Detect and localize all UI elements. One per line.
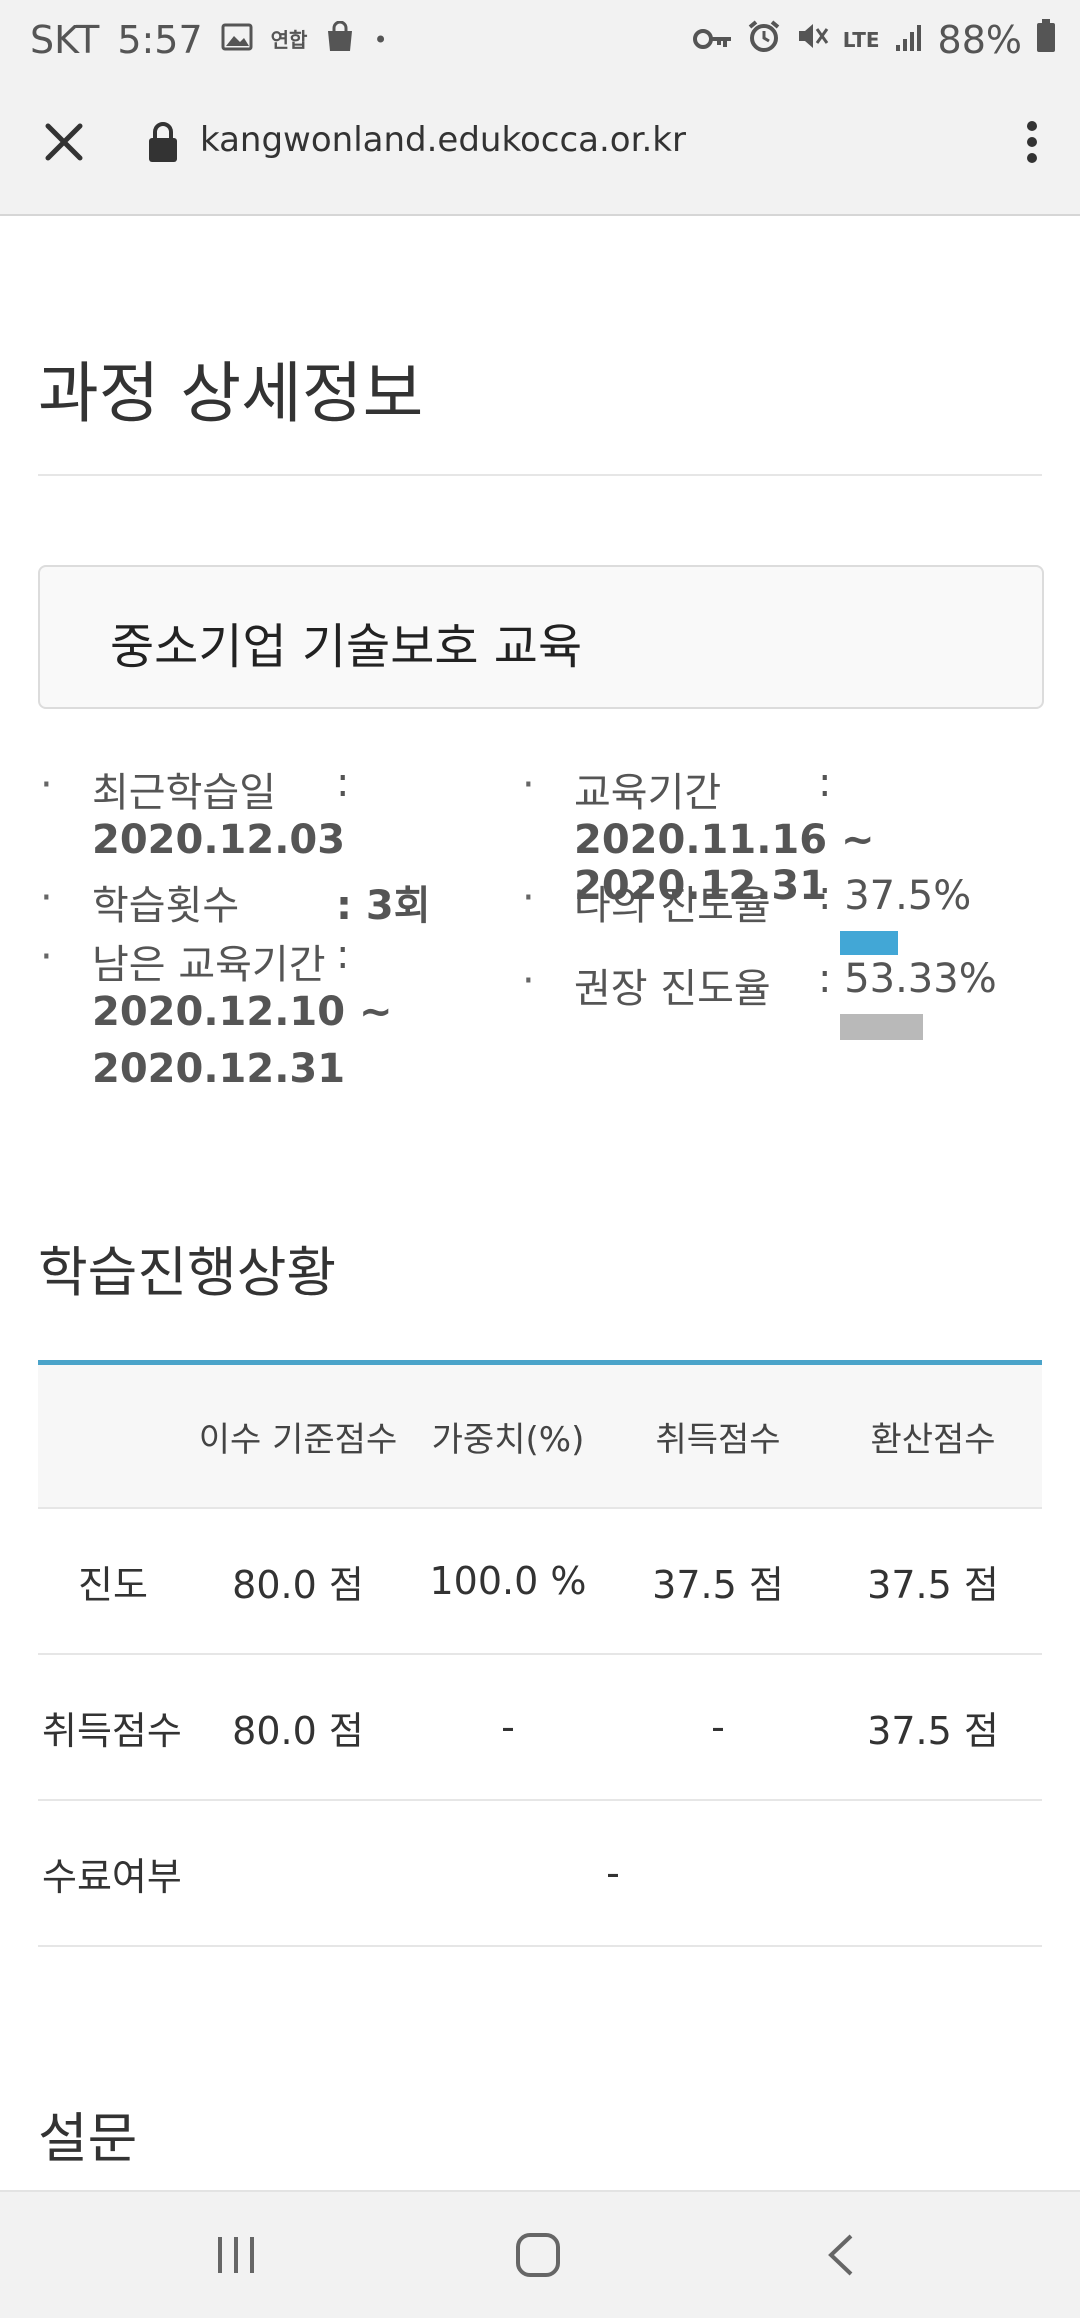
my-progress-bar bbox=[840, 931, 898, 955]
bullet: · bbox=[40, 762, 53, 808]
table-cell: - bbox=[501, 1705, 515, 1749]
recents-icon bbox=[218, 2237, 254, 2273]
table-row: 진도 80.0 점 100.0 % 37.5 점 37.5 점 bbox=[38, 1509, 1042, 1655]
row-label: 취득점수 bbox=[42, 1708, 182, 1753]
title-divider bbox=[38, 474, 1042, 476]
home-icon bbox=[516, 2233, 560, 2277]
carrier-label: SKT bbox=[30, 18, 100, 62]
course-name: 중소기업 기술보호 교육 bbox=[110, 619, 583, 675]
row-label: 진도 bbox=[78, 1562, 148, 1607]
recent-study-value: 2020.12.03 bbox=[92, 817, 346, 863]
row-label: 수료여부 bbox=[42, 1854, 182, 1899]
remaining-period-colon: : bbox=[336, 932, 350, 978]
education-period-colon: : bbox=[818, 760, 832, 806]
study-count-value: : 3회 bbox=[336, 883, 431, 929]
table-row-completion: 수료여부 - bbox=[38, 1801, 1042, 1947]
table-cell: 37.5 점 bbox=[867, 1708, 999, 1753]
recommended-progress-value: : 53.33% bbox=[818, 956, 997, 1002]
status-bar: SKT 5:57 연합 • LTE 88% bbox=[0, 0, 1080, 84]
table-cell: 37.5 점 bbox=[867, 1562, 999, 1607]
completion-value: - bbox=[606, 1851, 620, 1895]
progress-table: 이수 기준점수 가중치(%) 취득점수 환산점수 진도 80.0 점 100.0… bbox=[38, 1360, 1042, 1947]
study-count-label: 학습횟수 bbox=[92, 883, 240, 929]
recommended-progress-label: 권장 진도율 bbox=[574, 966, 771, 1012]
my-progress-label: 나의 진도율 bbox=[574, 883, 771, 929]
home-button[interactable] bbox=[498, 2220, 578, 2290]
recent-study-label: 최근학습일 bbox=[92, 770, 276, 816]
status-bar-left: SKT 5:57 연합 • bbox=[30, 18, 388, 62]
table-header-row: 이수 기준점수 가중치(%) 취득점수 환산점수 bbox=[38, 1360, 1042, 1509]
close-icon bbox=[45, 123, 83, 161]
table-cell: - bbox=[711, 1705, 725, 1749]
header-cell bbox=[38, 1365, 192, 1507]
page-title: 과정 상세정보 bbox=[38, 355, 424, 432]
progress-section-title: 학습진행상황 bbox=[38, 1241, 337, 1304]
back-icon bbox=[828, 2234, 853, 2276]
lock-icon bbox=[148, 120, 178, 164]
bullet: · bbox=[40, 875, 53, 921]
url-text[interactable]: kangwonland.edukocca.or.kr bbox=[200, 120, 686, 160]
news-notification-icon: 연합 bbox=[270, 28, 308, 52]
shopping-bag-icon bbox=[325, 18, 355, 62]
table-cell: 100.0 % bbox=[429, 1559, 587, 1603]
bullet: · bbox=[40, 934, 53, 980]
key-icon bbox=[692, 18, 733, 62]
header-cell: 이수 기준점수 bbox=[198, 1419, 398, 1460]
lte-icon: LTE bbox=[842, 28, 880, 52]
system-navigation-bar bbox=[0, 2190, 1080, 2318]
header-cell: 가중치(%) bbox=[431, 1419, 585, 1460]
header-cell: 취득점수 bbox=[655, 1419, 781, 1460]
my-progress-value: : 37.5% bbox=[818, 873, 972, 919]
remaining-period-value-end: 2020.12.31 bbox=[92, 1046, 346, 1092]
recommended-progress-bar bbox=[840, 1014, 923, 1040]
close-button[interactable] bbox=[34, 112, 94, 172]
clock: 5:57 bbox=[117, 18, 203, 62]
battery-icon bbox=[1036, 18, 1056, 62]
table-cell: 80.0 점 bbox=[232, 1562, 364, 1607]
remaining-period-label: 남은 교육기간 bbox=[92, 942, 326, 988]
mute-icon bbox=[795, 18, 829, 62]
recents-button[interactable] bbox=[196, 2220, 276, 2290]
recent-study-colon: : bbox=[336, 760, 350, 806]
battery-percent: 88% bbox=[937, 18, 1022, 62]
education-period-label: 교육기간 bbox=[574, 770, 722, 816]
alarm-icon bbox=[747, 18, 781, 62]
education-period-value: 2020.11.16 ~ 2020.12.31 bbox=[574, 817, 875, 909]
header-cell: 환산점수 bbox=[870, 1419, 996, 1460]
status-bar-right: LTE 88% bbox=[692, 18, 1056, 62]
table-cell: 37.5 점 bbox=[652, 1562, 784, 1607]
more-notifications-dot: • bbox=[373, 26, 388, 54]
more-options-button[interactable] bbox=[1002, 112, 1062, 172]
signal-icon bbox=[894, 18, 924, 62]
bullet: · bbox=[522, 875, 535, 921]
bullet: · bbox=[522, 762, 535, 808]
back-button[interactable] bbox=[800, 2220, 880, 2290]
more-vert-icon bbox=[1027, 121, 1037, 163]
remaining-period-value-start: 2020.12.10 ~ bbox=[92, 989, 393, 1035]
bullet: · bbox=[522, 958, 535, 1004]
survey-section-title: 설문 bbox=[38, 2107, 138, 2170]
table-cell: 80.0 점 bbox=[232, 1708, 364, 1753]
table-row: 취득점수 80.0 점 - - 37.5 점 bbox=[38, 1655, 1042, 1801]
custom-tab-toolbar: kangwonland.edukocca.or.kr bbox=[0, 84, 1080, 216]
image-notification-icon bbox=[221, 18, 253, 62]
course-name-box: 중소기업 기술보호 교육 bbox=[38, 565, 1044, 709]
